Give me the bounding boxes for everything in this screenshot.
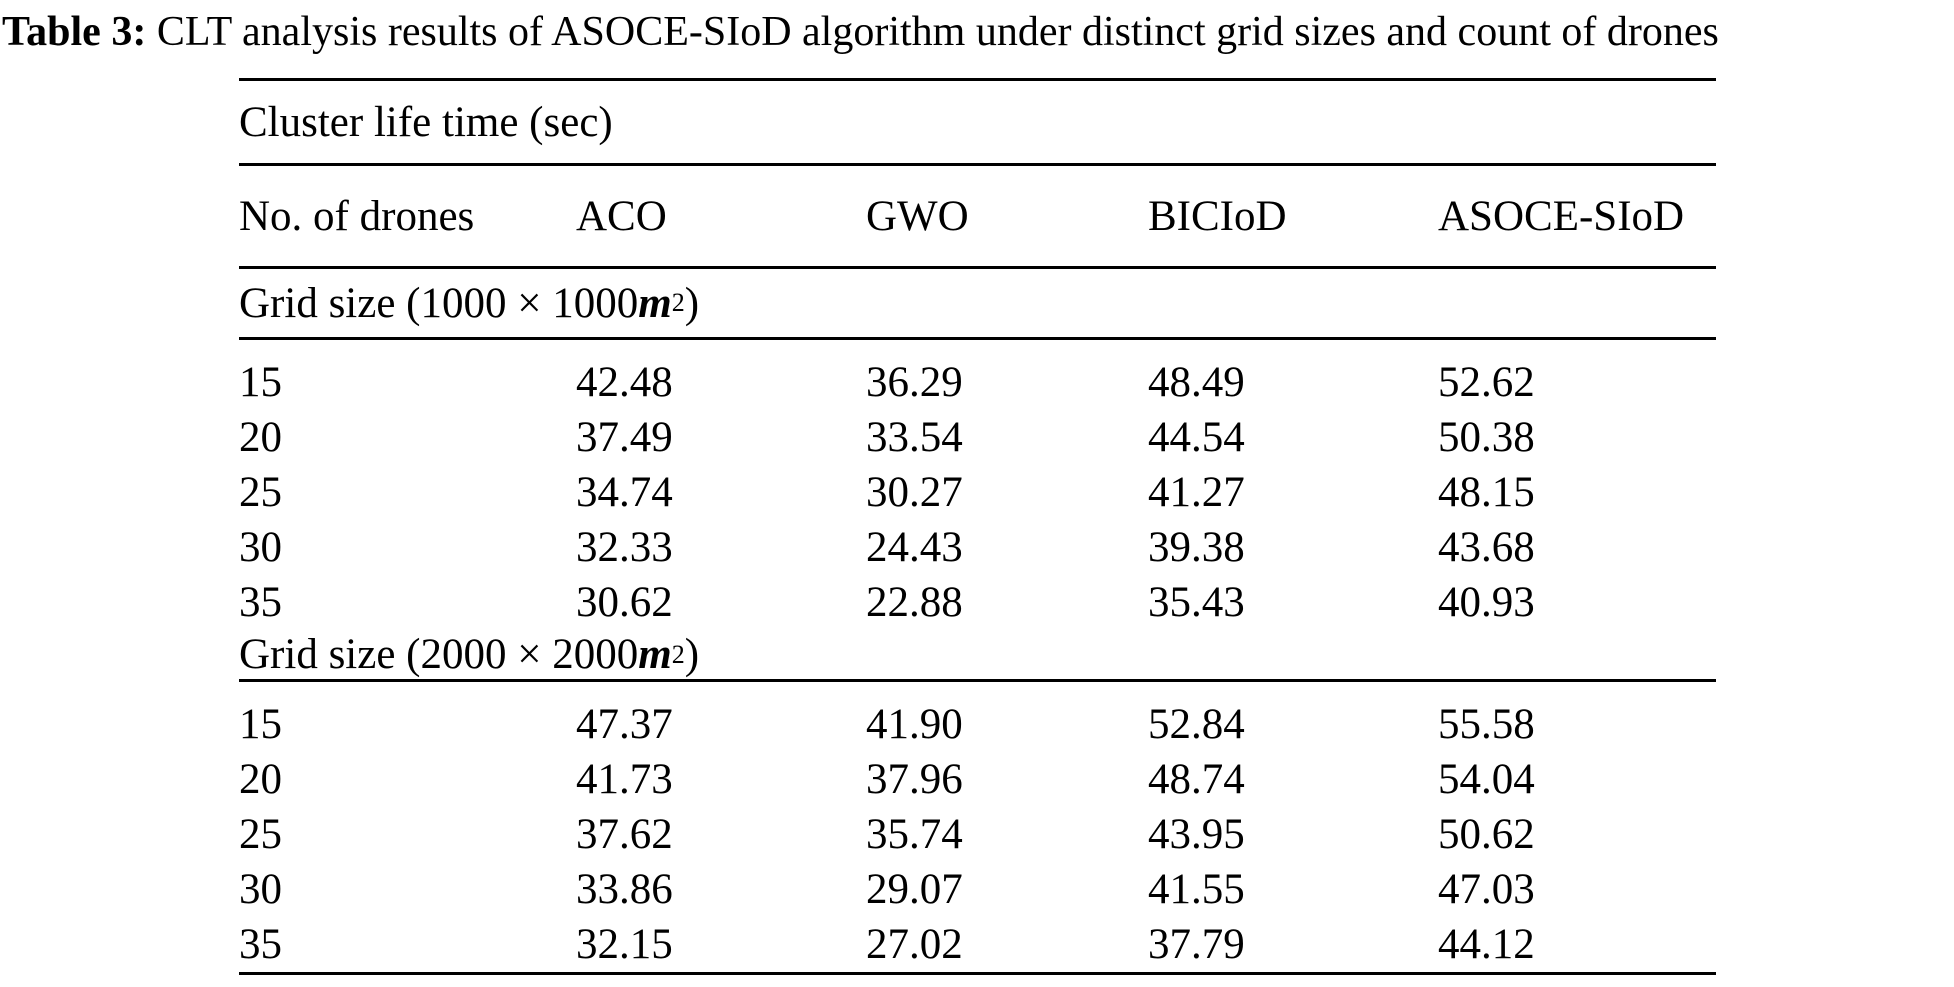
column-header-drones: No. of drones (239, 192, 475, 240)
table-caption-text: CLT analysis results of ASOCE-SIoD algor… (146, 9, 1719, 55)
cell-gwo: 33.54 (866, 414, 963, 461)
horizontal-rule-bottom (239, 972, 1716, 975)
results-table: Cluster life time (sec) No. of drones AC… (239, 78, 1716, 975)
table-row: 20 37.49 33.54 44.54 50.38 (239, 410, 1716, 465)
table-row: 15 47.37 41.90 52.84 55.58 (239, 697, 1716, 752)
section-rows-grid-2000: 15 47.37 41.90 52.84 55.58 20 41.73 37.9… (239, 682, 1716, 972)
column-header-gwo: GWO (866, 192, 969, 240)
cell-biciod: 35.43 (1148, 579, 1245, 626)
cell-asoce-siod: 50.62 (1438, 811, 1535, 858)
cell-asoce-siod: 43.68 (1438, 524, 1535, 571)
cell-biciod: 37.79 (1148, 921, 1245, 968)
table-row: 15 42.48 36.29 48.49 52.62 (239, 355, 1716, 410)
cell-drones: 30 (239, 866, 282, 913)
cell-aco: 32.33 (576, 524, 673, 571)
column-header-biciod: BICIoD (1148, 192, 1287, 240)
table-caption-label: Table 3: (2, 9, 147, 55)
unit-symbol: m (638, 279, 672, 327)
cell-drones: 15 (239, 701, 282, 748)
cell-gwo: 30.27 (866, 469, 963, 516)
cell-asoce-siod: 54.04 (1438, 756, 1535, 803)
cell-aco: 33.86 (576, 866, 673, 913)
table-row: 30 33.86 29.07 41.55 47.03 (239, 862, 1716, 917)
cell-aco: 30.62 (576, 579, 673, 626)
section-heading-text: Grid size (1000 × 1000 (239, 279, 639, 327)
cell-asoce-siod: 48.15 (1438, 469, 1535, 516)
cell-biciod: 39.38 (1148, 524, 1245, 571)
cell-asoce-siod: 55.58 (1438, 701, 1535, 748)
cell-biciod: 43.95 (1148, 811, 1245, 858)
cell-asoce-siod: 44.12 (1438, 921, 1535, 968)
cell-gwo: 22.88 (866, 579, 963, 626)
cell-drones: 35 (239, 921, 282, 968)
horizontal-rule (239, 337, 1716, 340)
cell-drones: 25 (239, 469, 282, 516)
cell-aco: 42.48 (576, 359, 673, 406)
cell-biciod: 44.54 (1148, 414, 1245, 461)
section-rows-grid-1000: 15 42.48 36.29 48.49 52.62 20 37.49 33.5… (239, 340, 1716, 630)
cell-aco: 37.62 (576, 811, 673, 858)
table-caption: Table 3: CLT analysis results of ASOCE-S… (2, 6, 1719, 58)
section-heading-grid-2000: Grid size (2000 × 2000 m 2) (239, 631, 700, 678)
table-row: 20 41.73 37.96 48.74 54.04 (239, 752, 1716, 807)
cell-drones: 30 (239, 524, 282, 571)
cell-aco: 37.49 (576, 414, 673, 461)
cell-drones: 15 (239, 359, 282, 406)
cell-biciod: 48.74 (1148, 756, 1245, 803)
horizontal-rule (239, 679, 1716, 682)
cell-biciod: 41.55 (1148, 866, 1245, 913)
column-header-asoce-siod: ASOCE-SIoD (1438, 192, 1685, 240)
column-header-row: No. of drones ACO GWO BICIoD ASOCE-SIoD (239, 166, 1716, 266)
horizontal-rule (239, 163, 1716, 166)
table-row: 25 34.74 30.27 41.27 48.15 (239, 465, 1716, 520)
section-heading-suffix: ) (684, 279, 700, 327)
cell-drones: 20 (239, 414, 282, 461)
section-heading-suffix: ) (684, 631, 700, 678)
cell-gwo: 37.96 (866, 756, 963, 803)
table-span-header: Cluster life time (sec) (239, 98, 613, 146)
cell-asoce-siod: 52.62 (1438, 359, 1535, 406)
cell-gwo: 27.02 (866, 921, 963, 968)
cell-aco: 41.73 (576, 756, 673, 803)
cell-biciod: 48.49 (1148, 359, 1245, 406)
cell-aco: 47.37 (576, 701, 673, 748)
section-heading-text: Grid size (2000 × 2000 (239, 631, 639, 678)
cell-asoce-siod: 50.38 (1438, 414, 1535, 461)
cell-aco: 34.74 (576, 469, 673, 516)
cell-asoce-siod: 40.93 (1438, 579, 1535, 626)
cell-drones: 25 (239, 811, 282, 858)
cell-biciod: 41.27 (1148, 469, 1245, 516)
unit-symbol: m (638, 631, 672, 678)
cell-gwo: 35.74 (866, 811, 963, 858)
cell-drones: 35 (239, 579, 282, 626)
table-row: 35 30.62 22.88 35.43 40.93 (239, 575, 1716, 630)
cell-gwo: 29.07 (866, 866, 963, 913)
cell-gwo: 24.43 (866, 524, 963, 571)
horizontal-rule-top (239, 78, 1716, 81)
cell-biciod: 52.84 (1148, 701, 1245, 748)
cell-drones: 20 (239, 756, 282, 803)
cell-asoce-siod: 47.03 (1438, 866, 1535, 913)
table-row: 30 32.33 24.43 39.38 43.68 (239, 520, 1716, 575)
column-header-aco: ACO (576, 192, 667, 240)
table-row: 25 37.62 35.74 43.95 50.62 (239, 807, 1716, 862)
table-row: 35 32.15 27.02 37.79 44.12 (239, 917, 1716, 972)
section-heading-grid-1000: Grid size (1000 × 1000 m 2) (239, 279, 700, 327)
horizontal-rule (239, 266, 1716, 269)
cell-gwo: 36.29 (866, 359, 963, 406)
cell-gwo: 41.90 (866, 701, 963, 748)
cell-aco: 32.15 (576, 921, 673, 968)
